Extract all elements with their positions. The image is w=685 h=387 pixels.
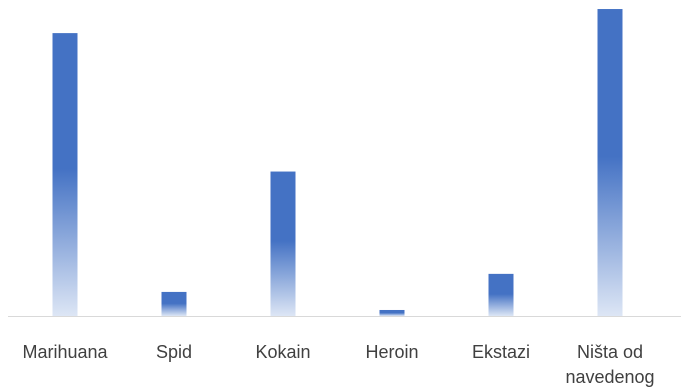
x-tick-label-3: Heroin (365, 342, 418, 362)
x-tick-label-1: Spid (156, 342, 192, 362)
tick-labels-group: Marihuana Spid Kokain Heroin Ekstazi Ništa od… (22, 342, 654, 387)
bar-2 (270, 171, 296, 316)
x-tick-label-5: Ništa od navedenog (565, 342, 654, 387)
bar-0 (52, 33, 78, 316)
bars-group (52, 9, 623, 317)
x-tick-label-2: Kokain (255, 342, 310, 362)
x-tick-label-0: Marihuana (22, 342, 108, 362)
bar-5 (597, 9, 623, 317)
x-tick-label-4: Ekstazi (472, 342, 530, 362)
bar-1 (161, 291, 187, 316)
bar-4 (488, 273, 514, 316)
bar-3 (379, 309, 405, 316)
